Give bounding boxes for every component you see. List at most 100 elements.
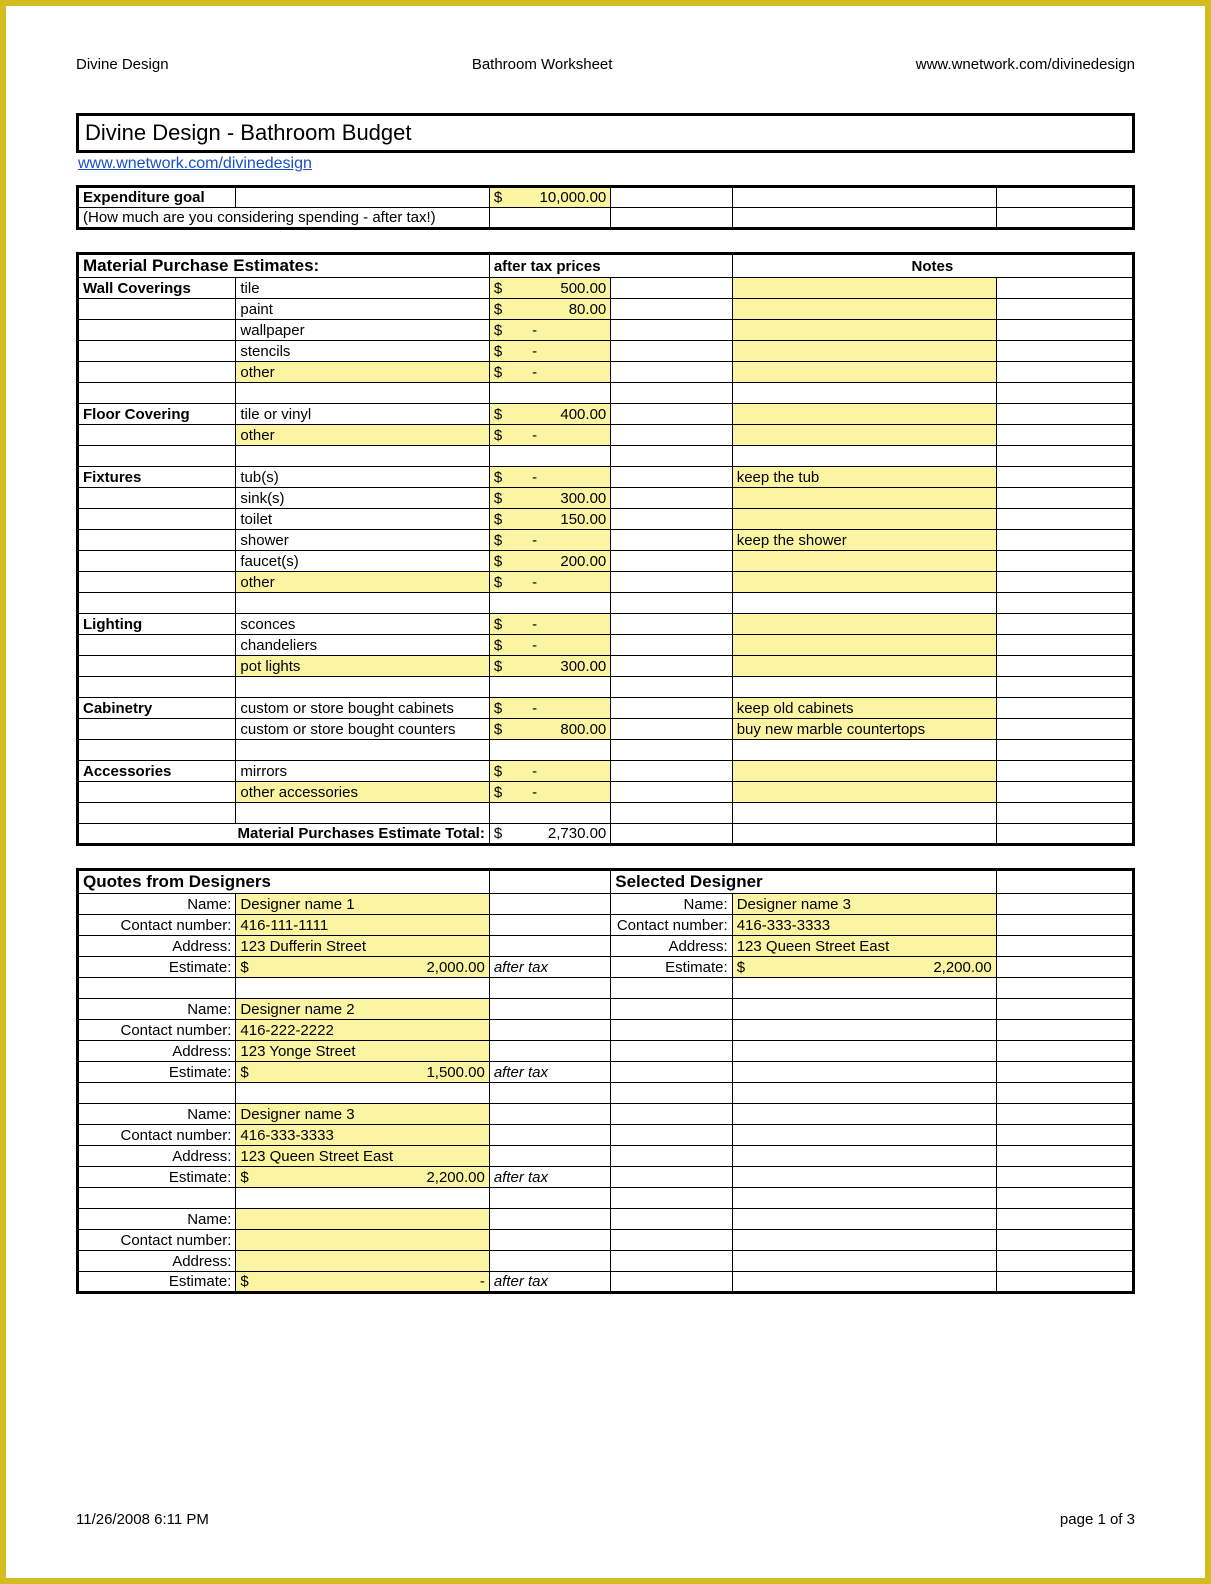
note-cell[interactable] (732, 404, 996, 425)
cell (611, 341, 732, 362)
cell (996, 936, 1133, 957)
value-cell[interactable]: $2,200.00 (732, 957, 996, 978)
value-cell[interactable]: $2,200.00 (236, 1167, 489, 1188)
price-cell[interactable]: $- (489, 425, 610, 446)
value-cell[interactable] (732, 1146, 996, 1167)
note-cell[interactable] (732, 509, 996, 530)
label-cell (611, 1020, 732, 1041)
val: - (502, 784, 537, 801)
goal-amount[interactable]: $10,000.00 (489, 187, 610, 208)
value-cell[interactable] (732, 1104, 996, 1125)
price-cell[interactable]: $- (489, 572, 610, 593)
cell (996, 635, 1133, 656)
value-cell[interactable] (732, 1230, 996, 1251)
value-cell[interactable] (732, 1209, 996, 1230)
label-cell: Name: (78, 1209, 236, 1230)
cell (78, 593, 236, 614)
value-cell[interactable] (732, 1251, 996, 1272)
website-link[interactable]: www.wnetwork.com/divinedesign (78, 155, 312, 173)
cell (996, 208, 1133, 229)
value-cell[interactable] (732, 1125, 996, 1146)
note-cell[interactable] (732, 782, 996, 803)
price-cell[interactable]: $- (489, 530, 610, 551)
cell (996, 614, 1133, 635)
value-cell[interactable]: 123 Yonge Street (236, 1041, 489, 1062)
price-cell[interactable]: $- (489, 782, 610, 803)
value-cell[interactable]: Designer name 2 (236, 999, 489, 1020)
cell (236, 593, 489, 614)
materials-heading: Material Purchase Estimates: (78, 254, 490, 278)
price-cell[interactable]: $- (489, 614, 610, 635)
note-cell[interactable] (732, 425, 996, 446)
note-cell[interactable] (732, 278, 996, 299)
price-cell[interactable]: $80.00 (489, 299, 610, 320)
value-cell[interactable]: $2,000.00 (236, 957, 489, 978)
value-cell[interactable] (732, 1041, 996, 1062)
note-cell[interactable] (732, 572, 996, 593)
cell (996, 572, 1133, 593)
price-cell[interactable]: $- (489, 341, 610, 362)
value-cell[interactable]: 123 Dufferin Street (236, 936, 489, 957)
note-cell[interactable] (732, 341, 996, 362)
value-cell[interactable] (236, 1230, 489, 1251)
note-cell[interactable]: buy new marble countertops (732, 719, 996, 740)
note-cell[interactable] (732, 656, 996, 677)
price-cell[interactable]: $200.00 (489, 551, 610, 572)
value-cell[interactable]: 123 Queen Street East (732, 936, 996, 957)
value-cell[interactable]: Designer name 3 (236, 1104, 489, 1125)
sym: $ (494, 574, 502, 591)
note-cell[interactable] (732, 614, 996, 635)
value-cell[interactable] (732, 999, 996, 1020)
value-cell[interactable]: $1,500.00 (236, 1062, 489, 1083)
quote-row: Contact number:416-222-2222 (78, 1020, 1134, 1041)
price-cell[interactable]: $300.00 (489, 656, 610, 677)
price-cell[interactable]: $400.00 (489, 404, 610, 425)
note-cell[interactable] (732, 320, 996, 341)
note-cell[interactable] (732, 362, 996, 383)
note-cell[interactable]: keep the tub (732, 467, 996, 488)
note-cell[interactable] (732, 635, 996, 656)
value-cell[interactable]: Designer name 3 (732, 894, 996, 915)
price-cell[interactable]: $- (489, 698, 610, 719)
value-cell[interactable]: 416-333-3333 (732, 915, 996, 936)
price-cell[interactable]: $- (489, 467, 610, 488)
price-cell[interactable]: $150.00 (489, 509, 610, 530)
price-cell[interactable]: $800.00 (489, 719, 610, 740)
aftertax-cell (489, 1104, 610, 1125)
value-cell[interactable]: 416-222-2222 (236, 1020, 489, 1041)
note-cell[interactable] (732, 551, 996, 572)
value-cell[interactable] (732, 1167, 996, 1188)
price-cell[interactable]: $- (489, 362, 610, 383)
note-cell[interactable] (732, 299, 996, 320)
aftertax-cell (489, 1020, 610, 1041)
price-cell[interactable]: $500.00 (489, 278, 610, 299)
value-cell[interactable] (236, 1209, 489, 1230)
cell (732, 383, 996, 404)
cell (611, 488, 732, 509)
price-cell[interactable]: $- (489, 320, 610, 341)
value-cell[interactable] (236, 1251, 489, 1272)
goal-cell (236, 187, 489, 208)
price-cell[interactable]: $- (489, 635, 610, 656)
value-cell[interactable]: 416-111-1111 (236, 915, 489, 936)
note-cell[interactable] (732, 488, 996, 509)
value-cell[interactable]: $- (236, 1272, 489, 1293)
value-cell[interactable]: 416-333-3333 (236, 1125, 489, 1146)
val: - (502, 469, 537, 486)
value-cell[interactable] (732, 1020, 996, 1041)
value-cell[interactable] (732, 1062, 996, 1083)
category-cell (78, 425, 236, 446)
price-cell[interactable]: $300.00 (489, 488, 610, 509)
note-cell[interactable]: keep the shower (732, 530, 996, 551)
value-cell[interactable] (732, 1272, 996, 1293)
material-row: custom or store bought counters$800.00bu… (78, 719, 1134, 740)
cell (78, 803, 236, 824)
val: 1,500.00 (426, 1064, 484, 1081)
value-cell[interactable]: Designer name 1 (236, 894, 489, 915)
value-cell[interactable]: 123 Queen Street East (236, 1146, 489, 1167)
note-cell[interactable]: keep old cabinets (732, 698, 996, 719)
note-cell[interactable] (732, 761, 996, 782)
aftertax-cell (489, 1251, 610, 1272)
price-cell[interactable]: $- (489, 761, 610, 782)
sym: $ (494, 343, 502, 360)
